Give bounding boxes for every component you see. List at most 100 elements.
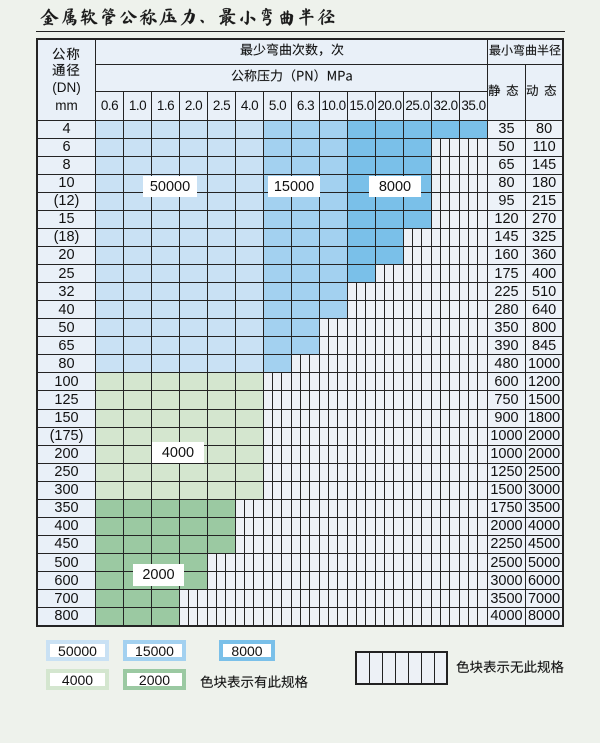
spec-cell-dn(12)-pn4.0 bbox=[235, 191, 264, 211]
spec-cell-dn32-pn1.6 bbox=[151, 282, 180, 302]
dn-cell: 40 bbox=[36, 300, 96, 320]
no-spec-cell-dn150-pn6.3 bbox=[291, 408, 320, 428]
header-dynamic bbox=[525, 63, 564, 121]
spec-cell-dn250-pn2.0 bbox=[179, 462, 208, 482]
no-spec-cell-dn125-pn35.0 bbox=[459, 390, 488, 410]
spec-cell-dn100-pn0.6 bbox=[95, 372, 124, 392]
static-radius-cell: 1000 bbox=[487, 444, 526, 464]
static-radius-cell: 350 bbox=[487, 318, 526, 338]
no-spec-cell-dn800-pn4.0 bbox=[235, 607, 264, 627]
static-radius-cell: 120 bbox=[487, 209, 526, 229]
static-radius-cell: 1250 bbox=[487, 462, 526, 482]
header-static bbox=[487, 63, 526, 121]
header-dn-line3: (DN) bbox=[52, 79, 81, 95]
spec-cell-dn6-pn1.0 bbox=[123, 137, 152, 157]
no-spec-cell-dn65-pn32.0 bbox=[431, 336, 460, 356]
no-spec-cell-dn300-pn20.0 bbox=[375, 480, 404, 500]
spec-cell-dn4-pn15.0 bbox=[347, 119, 376, 139]
spec-cell-dn100-pn1.6 bbox=[151, 372, 180, 392]
table-row: 200 1000 2000 bbox=[36, 444, 564, 464]
spec-cell-dn32-pn2.5 bbox=[207, 282, 236, 302]
spec-cell-dn32-pn10.0 bbox=[319, 282, 348, 302]
spec-cell-dn350-pn1.6 bbox=[151, 498, 180, 518]
spec-cell-dn50-pn1.0 bbox=[123, 318, 152, 338]
dynamic-radius-cell: 1800 bbox=[525, 408, 564, 428]
dynamic-radius-cell: 1000 bbox=[525, 354, 564, 374]
spec-cell-dn10-pn15.0 bbox=[347, 173, 376, 193]
dn-cell: 500 bbox=[36, 552, 96, 573]
table-row: (175) 1000 2000 bbox=[36, 426, 564, 446]
spec-cell-dn800-pn1.0 bbox=[123, 607, 152, 627]
spec-cell-dn15-pn1.6 bbox=[151, 209, 180, 229]
spec-cell-dn50-pn0.6 bbox=[95, 318, 124, 338]
legend-label-2000: 2000 bbox=[127, 672, 182, 688]
spec-cell-dn10-pn2.5 bbox=[207, 173, 236, 193]
spec-cell-dn250-pn0.6 bbox=[95, 462, 124, 482]
no-spec-cell-dn125-pn25.0 bbox=[403, 390, 432, 410]
page-title bbox=[40, 7, 336, 26]
spec-cell-dn25-pn2.0 bbox=[179, 263, 208, 284]
spec-cell-dn300-pn2.5 bbox=[207, 480, 236, 500]
dynamic-radius-cell: 360 bbox=[525, 245, 564, 266]
no-spec-cell-dn200-pn5.0 bbox=[263, 444, 292, 464]
dn-cell: 600 bbox=[36, 571, 96, 591]
no-spec-cell-dn350-pn4.0 bbox=[235, 498, 264, 518]
spec-cell-dn65-pn4.0 bbox=[235, 336, 264, 356]
static-radius-cell: 750 bbox=[487, 390, 526, 410]
spec-cell-dn(12)-pn0.6 bbox=[95, 191, 124, 211]
no-spec-cell-dn80-pn25.0 bbox=[403, 354, 432, 374]
spec-cell-dn15-pn2.0 bbox=[179, 209, 208, 229]
no-spec-cell-dn(175)-pn35.0 bbox=[459, 426, 488, 446]
dynamic-radius-cell: 80 bbox=[525, 119, 564, 139]
header-pn-5.0: 5.0 bbox=[263, 90, 292, 121]
dynamic-radius-cell: 3000 bbox=[525, 480, 564, 500]
no-spec-cell-dn40-pn32.0 bbox=[431, 300, 460, 320]
no-spec-cell-dn800-pn15.0 bbox=[347, 607, 376, 627]
dynamic-radius-cell: 325 bbox=[525, 227, 564, 247]
spec-cell-dn350-pn1.0 bbox=[123, 498, 152, 518]
no-spec-cell-dn300-pn25.0 bbox=[403, 480, 432, 500]
spec-cell-dn400-pn1.0 bbox=[123, 516, 152, 536]
spec-cell-dn150-pn1.0 bbox=[123, 408, 152, 428]
no-spec-cell-dn500-pn10.0 bbox=[319, 552, 348, 573]
legend-has-spec-caption bbox=[200, 675, 308, 689]
no-spec-cell-dn500-pn5.0 bbox=[263, 552, 292, 573]
legend-swatch-2000: 2000 bbox=[123, 669, 186, 690]
no-spec-cell-dn500-pn15.0 bbox=[347, 552, 376, 573]
spec-cell-dn150-pn1.6 bbox=[151, 408, 180, 428]
no-spec-cell-dn150-pn15.0 bbox=[347, 408, 376, 428]
static-radius-cell: 390 bbox=[487, 336, 526, 356]
spec-cell-dn8-pn4.0 bbox=[235, 155, 264, 175]
static-radius-cell: 1750 bbox=[487, 498, 526, 518]
table-row: 15 120 270 bbox=[36, 209, 564, 229]
table-row: 20 160 360 bbox=[36, 245, 564, 266]
table-row: 100 600 1200 bbox=[36, 372, 564, 392]
header-pn-2.5: 2.5 bbox=[207, 90, 236, 121]
spec-cell-dn6-pn10.0 bbox=[319, 137, 348, 157]
spec-cell-dn125-pn2.0 bbox=[179, 390, 208, 410]
header-pn bbox=[95, 63, 488, 92]
spec-cell-dn4-pn0.6 bbox=[95, 119, 124, 139]
no-spec-cell-dn32-pn20.0 bbox=[375, 282, 404, 302]
cjk-text-glyph-svg bbox=[240, 43, 344, 56]
spec-cell-dn15-pn0.6 bbox=[95, 209, 124, 229]
no-spec-cell-dn250-pn20.0 bbox=[375, 462, 404, 482]
no-spec-cell-dn100-pn5.0 bbox=[263, 372, 292, 392]
no-spec-cell-dn350-pn32.0 bbox=[431, 498, 460, 518]
header-static-text bbox=[488, 83, 525, 97]
spec-cell-dn300-pn1.0 bbox=[123, 480, 152, 500]
no-spec-cell-dn(18)-pn32.0 bbox=[431, 227, 460, 247]
spec-cell-dn(18)-pn5.0 bbox=[263, 227, 292, 247]
no-spec-cell-dn50-pn25.0 bbox=[403, 318, 432, 338]
no-spec-cell-dn200-pn32.0 bbox=[431, 444, 460, 464]
no-spec-cell-dn8-pn32.0 bbox=[431, 155, 460, 175]
no-spec-cell-dn350-pn25.0 bbox=[403, 498, 432, 518]
spec-cell-dn65-pn0.6 bbox=[95, 336, 124, 356]
dn-cell: 100 bbox=[36, 372, 96, 392]
no-spec-cell-dn125-pn10.0 bbox=[319, 390, 348, 410]
dn-cell: 150 bbox=[36, 408, 96, 428]
no-spec-cell-dn200-pn10.0 bbox=[319, 444, 348, 464]
no-spec-cell-dn100-pn15.0 bbox=[347, 372, 376, 392]
spec-cell-dn(12)-pn2.5 bbox=[207, 191, 236, 211]
cjk-text-glyph-svg bbox=[200, 675, 308, 689]
